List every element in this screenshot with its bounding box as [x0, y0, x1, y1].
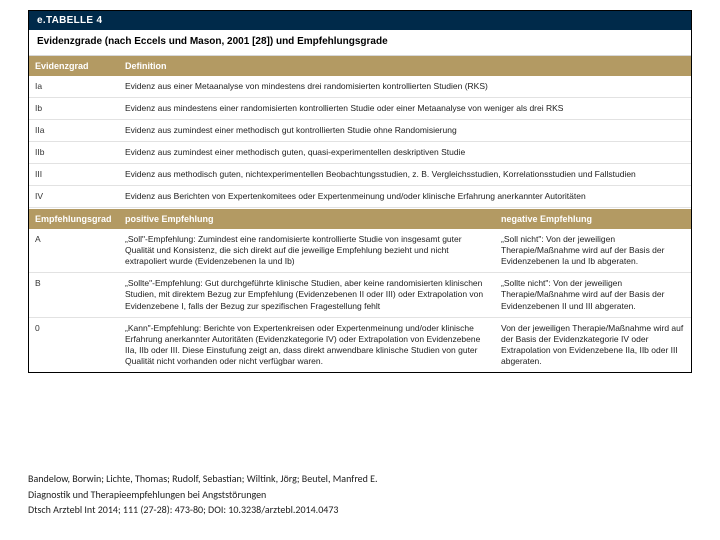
evidence-def: Evidenz aus Berichten von Expertenkomite…: [119, 186, 691, 207]
table-row: Ia Evidenz aus einer Metaanalyse von min…: [29, 76, 691, 98]
table-caption: Evidenzgrade (nach Eccels und Mason, 200…: [29, 30, 691, 56]
rec-pos: „Soll"-Empfehlung: Zumindest eine random…: [119, 229, 495, 272]
evidence-table: e.TABELLE 4 Evidenzgrade (nach Eccels un…: [28, 10, 692, 373]
table-row: B „Sollte"-Empfehlung: Gut durchgeführte…: [29, 273, 691, 317]
rec-header-neg: negative Empfehlung: [495, 209, 691, 229]
slide: e.TABELLE 4 Evidenzgrade (nach Eccels un…: [0, 0, 720, 540]
evidence-grade: Ib: [29, 98, 119, 119]
rec-grade: A: [29, 229, 119, 272]
citation-journal: Dtsch Arztebl Int 2014; 111 (27-28): 473…: [28, 503, 692, 518]
citation-title: Diagnostik und Therapieempfehlungen bei …: [28, 488, 692, 503]
rec-neg: „Soll nicht": Von der jeweiligen Therapi…: [495, 229, 691, 272]
table-row: IIa Evidenz aus zumindest einer methodis…: [29, 120, 691, 142]
evidence-grade: Ia: [29, 76, 119, 97]
rec-neg: „Sollte nicht": Von der jeweiligen Thera…: [495, 273, 691, 316]
rec-pos: „Sollte"-Empfehlung: Gut durchgeführte k…: [119, 273, 495, 316]
table-row: A „Soll"-Empfehlung: Zumindest eine rand…: [29, 229, 691, 273]
evidence-header-def: Definition: [119, 56, 691, 76]
evidence-grade: III: [29, 164, 119, 185]
rec-header-pos: positive Empfehlung: [119, 209, 495, 229]
rec-header-row: Empfehlungsgrad positive Empfehlung nega…: [29, 208, 691, 229]
evidence-def: Evidenz aus methodisch guten, nichtexper…: [119, 164, 691, 185]
citation-authors: Bandelow, Borwin; Lichte, Thomas; Rudolf…: [28, 472, 692, 487]
rec-neg: Von der jeweiligen Therapie/Maßnahme wir…: [495, 318, 691, 372]
rec-pos: „Kann"-Empfehlung: Berichte von Experten…: [119, 318, 495, 372]
evidence-grade: IV: [29, 186, 119, 207]
evidence-def: Evidenz aus mindestens einer randomisier…: [119, 98, 691, 119]
rec-header-grade: Empfehlungsgrad: [29, 209, 119, 229]
citation-block: Bandelow, Borwin; Lichte, Thomas; Rudolf…: [28, 472, 692, 519]
table-number-bar: e.TABELLE 4: [29, 11, 691, 30]
table-row: Ib Evidenz aus mindestens einer randomis…: [29, 98, 691, 120]
evidence-header-grade: Evidenzgrad: [29, 56, 119, 76]
table-row: IIb Evidenz aus zumindest einer methodis…: [29, 142, 691, 164]
rec-grade: 0: [29, 318, 119, 372]
evidence-def: Evidenz aus einer Metaanalyse von mindes…: [119, 76, 691, 97]
evidence-header-row: Evidenzgrad Definition: [29, 56, 691, 76]
evidence-grade: IIa: [29, 120, 119, 141]
evidence-def: Evidenz aus zumindest einer methodisch g…: [119, 120, 691, 141]
rec-grade: B: [29, 273, 119, 316]
table-row: III Evidenz aus methodisch guten, nichte…: [29, 164, 691, 186]
table-row: 0 „Kann"-Empfehlung: Berichte von Expert…: [29, 318, 691, 372]
evidence-def: Evidenz aus zumindest einer methodisch g…: [119, 142, 691, 163]
evidence-grade: IIb: [29, 142, 119, 163]
table-row: IV Evidenz aus Berichten von Expertenkom…: [29, 186, 691, 208]
